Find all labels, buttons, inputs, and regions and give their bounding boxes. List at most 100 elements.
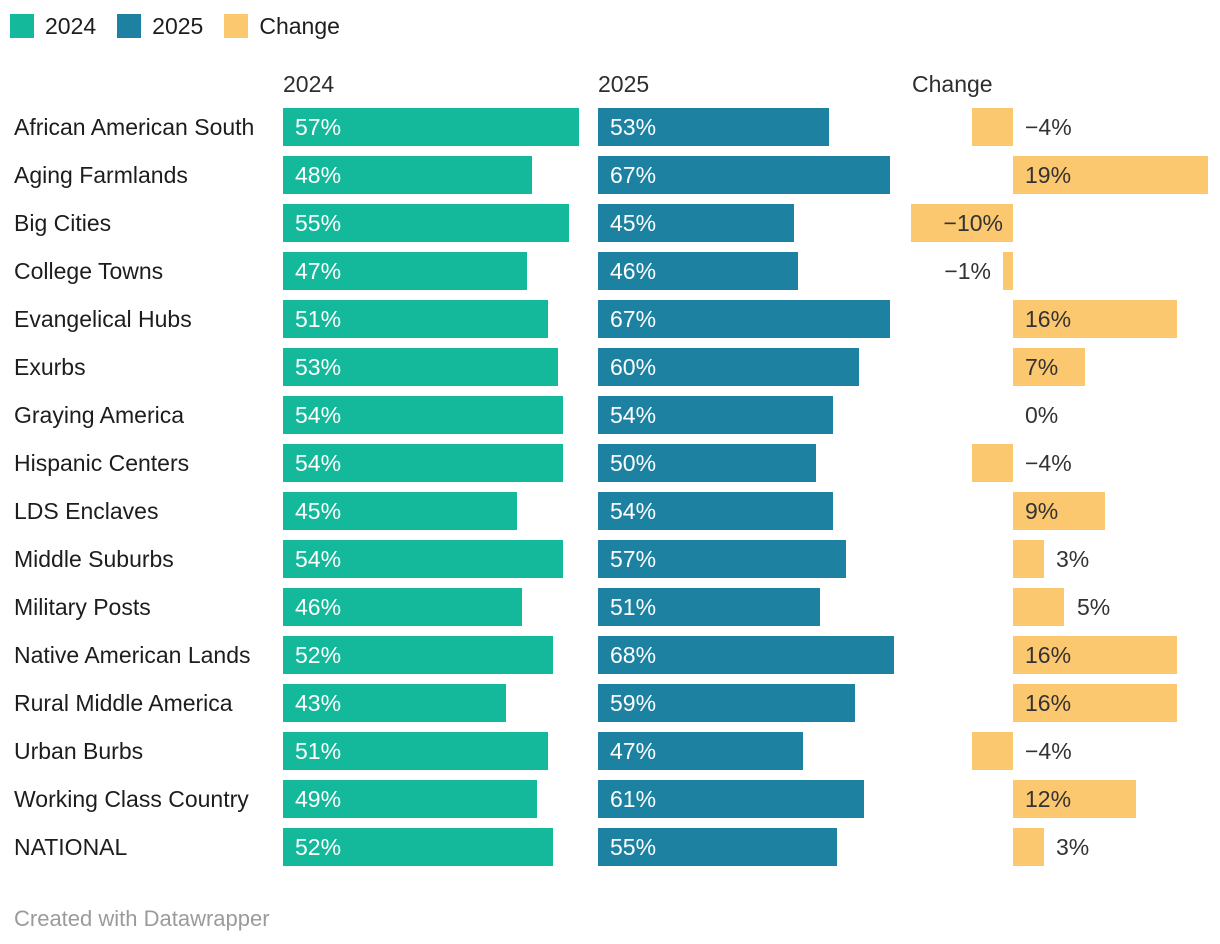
change-bar [1013,540,1044,578]
category-label: Military Posts [14,594,151,620]
legend-swatch-2024 [10,14,34,38]
bar-2025 [598,732,803,770]
column-header-2025: 2025 [598,71,650,97]
change-value-label: 19% [1025,162,1072,188]
bar-value-label-2025: 54% [610,498,657,524]
category-label: Middle Suburbs [14,546,174,572]
bar-2025 [598,588,820,626]
change-value-label: 9% [1025,498,1059,524]
bar-value-label-2024: 47% [295,258,342,284]
bar-2024 [283,444,563,482]
category-label: Working Class Country [14,786,249,812]
bar-2024 [283,636,553,674]
bar-value-label-2024: 43% [295,690,342,716]
change-bar [1013,492,1105,530]
category-label: Aging Farmlands [14,162,188,188]
bar-2024 [283,492,517,530]
change-value-label: 0% [1025,402,1059,428]
bar-value-label-2024: 51% [295,306,342,332]
change-bar [1013,300,1177,338]
change-value-label: −1% [944,258,991,284]
credit-text: Created with Datawrapper [14,906,270,931]
change-bar [1013,780,1136,818]
column-header-2024: 2024 [283,71,335,97]
bar-2025 [598,492,833,530]
bar-value-label-2025: 50% [610,450,657,476]
bar-value-label-2024: 49% [295,786,342,812]
bar-value-label-2025: 46% [610,258,657,284]
bar-2025 [598,684,855,722]
bar-2025 [598,108,829,146]
bar-value-label-2024: 46% [295,594,342,620]
bar-value-label-2024: 48% [295,162,342,188]
bar-value-label-2025: 57% [610,546,657,572]
bar-2024 [283,396,563,434]
category-label: LDS Enclaves [14,498,159,524]
change-bar [972,108,1013,146]
change-bar [972,444,1013,482]
bar-2024 [283,540,563,578]
change-bar [1013,828,1044,866]
bar-value-label-2025: 60% [610,354,657,380]
change-bar [1013,348,1085,386]
category-label: College Towns [14,258,164,284]
bar-value-label-2025: 61% [610,786,657,812]
bar-2024 [283,156,532,194]
category-label: Exurbs [14,354,86,380]
legend-item-2024: 2024 [10,13,96,39]
change-value-label: 12% [1025,786,1072,812]
legend: 2024 2025 Change [10,13,340,39]
bar-2025 [598,444,816,482]
bar-2025 [598,396,833,434]
legend-item-2025: 2025 [117,13,203,39]
legend-swatch-2025 [117,14,142,38]
change-bar [1013,684,1177,722]
bar-2025 [598,636,894,674]
category-label: Hispanic Centers [14,450,190,476]
change-bar [1003,252,1013,290]
change-bar [1013,156,1208,194]
change-value-label: 16% [1025,306,1072,332]
bar-value-label-2025: 54% [610,402,657,428]
category-label: NATIONAL [14,834,128,860]
change-bar [911,204,1013,242]
bar-2025 [598,204,794,242]
change-bar [972,732,1013,770]
bar-2024 [283,588,522,626]
bar-value-label-2025: 68% [610,642,657,668]
legend-label: 2024 [45,13,97,39]
change-value-label: 3% [1056,834,1090,860]
bar-value-label-2024: 55% [295,210,342,236]
bar-value-label-2024: 52% [295,642,342,668]
bar-2025 [598,252,798,290]
bar-value-label-2024: 54% [295,450,342,476]
legend-swatch-change [224,14,249,38]
bar-value-label-2025: 67% [610,306,657,332]
legend-item-change: Change [224,13,340,39]
change-value-label: −4% [1025,450,1072,476]
bar-value-label-2025: 51% [610,594,657,620]
bar-value-label-2024: 53% [295,354,342,380]
category-label: African American South [14,114,255,140]
bar-value-label-2025: 59% [610,690,657,716]
bar-value-label-2024: 54% [295,546,342,572]
category-label: Native American Lands [14,642,251,668]
bar-value-label-2025: 47% [610,738,657,764]
change-value-label: 3% [1056,546,1090,572]
bar-value-label-2025: 55% [610,834,657,860]
bar-2024 [283,252,527,290]
change-value-label: 16% [1025,642,1072,668]
column-header-change: Change [912,71,993,97]
category-label: Rural Middle America [14,690,233,716]
bar-2024 [283,828,553,866]
change-value-label: 5% [1077,594,1111,620]
legend-label: 2025 [152,13,204,39]
bar-value-label-2024: 54% [295,402,342,428]
change-value-label: 16% [1025,690,1072,716]
category-label: Evangelical Hubs [14,306,192,332]
bar-2024 [283,300,548,338]
bar-value-label-2025: 53% [610,114,657,140]
category-label: Urban Burbs [14,738,144,764]
change-bar [1013,636,1177,674]
category-label: Graying America [14,402,185,428]
